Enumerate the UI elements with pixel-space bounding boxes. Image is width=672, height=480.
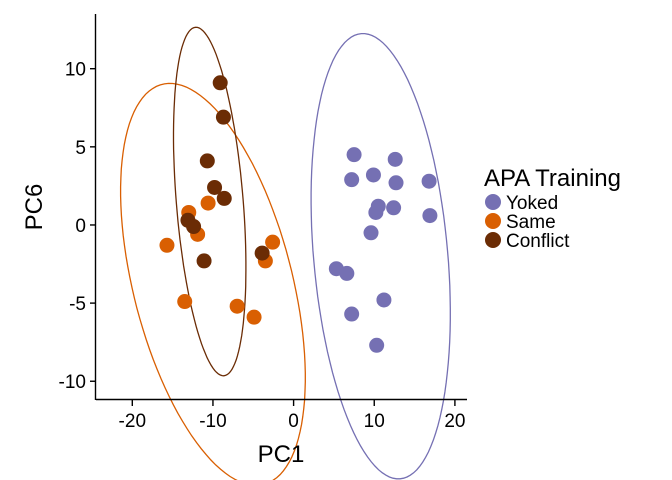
y-tick-label: 10 (65, 60, 86, 81)
x-tick-label: -10 (199, 411, 226, 432)
point-yoked (369, 337, 385, 353)
point-yoked (386, 200, 402, 216)
point-same (265, 234, 281, 250)
y-tick-label: -10 (59, 372, 86, 393)
point-yoked (376, 292, 392, 308)
point-conflict (215, 109, 231, 125)
point-conflict (254, 245, 270, 261)
point-yoked (339, 265, 355, 281)
point-same (246, 309, 262, 325)
ticks-layer: -20 -10 0 10 20 -10 -5 0 5 10 (59, 60, 466, 432)
x-tick-label: 10 (364, 411, 385, 432)
point-conflict (216, 190, 232, 206)
point-same (229, 298, 245, 314)
point-same (159, 237, 175, 253)
x-tick-label: 20 (444, 411, 465, 432)
ellipse-yoked (310, 32, 451, 480)
legend-key-conflict (485, 232, 501, 248)
point-yoked (365, 167, 381, 183)
legend-title: APA Training (484, 165, 621, 192)
y-axis-title: PC6 (21, 184, 48, 231)
point-yoked (346, 147, 362, 163)
point-yoked (368, 204, 384, 220)
point-same (177, 294, 193, 310)
y-tick-label: -5 (69, 294, 86, 315)
point-conflict (186, 219, 202, 235)
legend-label-conflict: Conflict (506, 231, 570, 252)
x-axis-title: PC1 (258, 441, 305, 468)
legend-key-yoked (485, 194, 501, 210)
legend-label-yoked: Yoked (506, 193, 558, 214)
x-tick-label: -20 (119, 411, 146, 432)
point-same (200, 195, 216, 211)
point-yoked (388, 175, 404, 191)
ellipses-layer (119, 26, 451, 480)
axes-layer (94, 14, 467, 401)
legend-label-same: Same (506, 212, 556, 233)
point-yoked (421, 173, 437, 189)
point-conflict (196, 253, 212, 269)
point-yoked (363, 225, 379, 241)
y-tick-label: 5 (75, 138, 86, 159)
point-yoked (422, 208, 438, 224)
ellipse-same (119, 82, 306, 480)
point-conflict (199, 153, 215, 169)
point-conflict (207, 179, 223, 195)
points-layer (159, 75, 438, 353)
point-yoked (387, 151, 403, 167)
point-yoked (344, 306, 360, 322)
point-yoked (344, 172, 360, 188)
y-tick-label: 0 (75, 216, 86, 237)
point-conflict (212, 75, 228, 91)
x-tick-label: 0 (288, 411, 299, 432)
legend-key-same (485, 213, 501, 229)
